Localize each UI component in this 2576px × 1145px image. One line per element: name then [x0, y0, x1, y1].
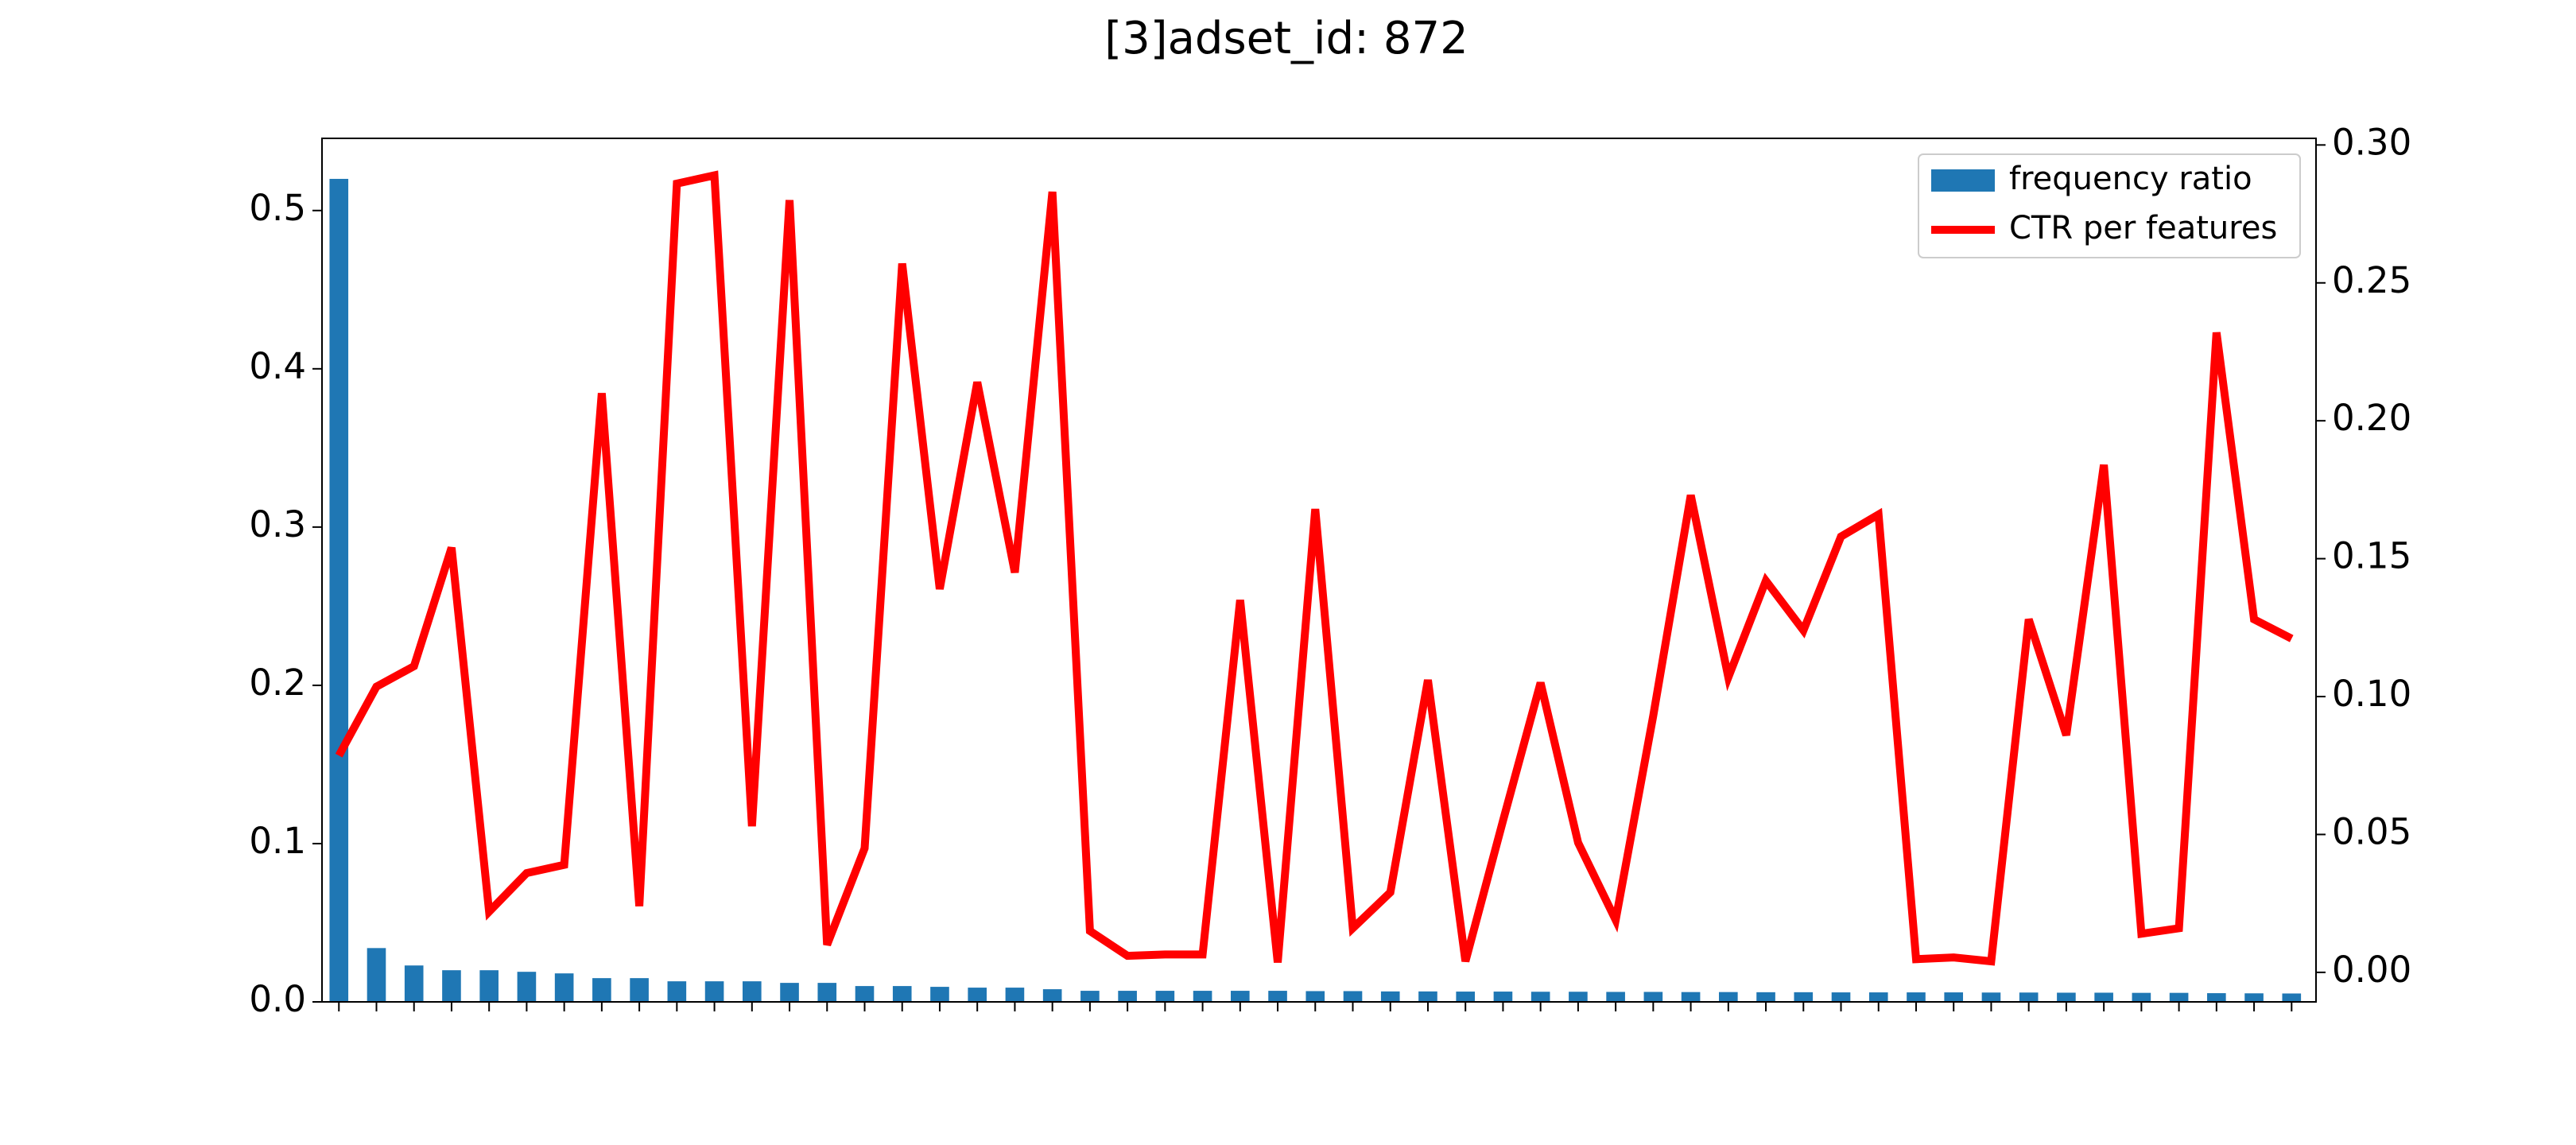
y2-tick-label: 0.10 — [2332, 673, 2411, 715]
bar — [517, 972, 537, 1002]
y2-tick-label: 0.15 — [2332, 535, 2411, 577]
bar — [1456, 992, 1476, 1002]
bar — [1080, 991, 1100, 1002]
bar — [1569, 992, 1588, 1002]
legend-label: frequency ratio — [2009, 161, 2252, 197]
bar — [1794, 992, 1814, 1002]
bar — [1907, 992, 1926, 1002]
bar — [1042, 989, 1062, 1002]
y-tick-label: 0.1 — [249, 820, 306, 862]
bar — [1530, 992, 1550, 1002]
y-tick-label: 0.4 — [249, 345, 306, 387]
bar — [2019, 992, 2039, 1002]
bar — [2057, 992, 2076, 1002]
bar — [1305, 991, 1325, 1002]
bar — [1118, 991, 1137, 1002]
bar — [479, 970, 499, 1002]
bar — [1831, 992, 1851, 1002]
bar — [780, 983, 799, 1002]
bar — [1681, 992, 1701, 1002]
legend-box — [1918, 153, 2301, 258]
bar — [2132, 992, 2151, 1002]
chart-title: [3]adset_id: 872 — [1104, 13, 1468, 64]
bar — [2282, 993, 2302, 1002]
bar — [2244, 993, 2264, 1002]
bar — [1418, 991, 1437, 1002]
bar — [1944, 992, 1964, 1002]
bar — [1719, 992, 1738, 1002]
y2-tick-label: 0.25 — [2332, 259, 2411, 301]
bar — [1155, 991, 1175, 1002]
y-tick-label: 0.0 — [249, 978, 306, 1020]
bar — [630, 978, 649, 1002]
plot-frame — [321, 138, 2317, 1003]
bar — [1268, 991, 1287, 1002]
bar — [1005, 988, 1025, 1002]
y2-tick-label: 0.05 — [2332, 810, 2411, 852]
bar — [817, 983, 837, 1002]
y-tick-label: 0.2 — [249, 662, 306, 704]
bar — [892, 986, 912, 1002]
bar — [742, 981, 762, 1002]
bar — [1343, 991, 1363, 1002]
bar — [704, 981, 724, 1002]
bar — [930, 987, 949, 1002]
legend-label: CTR per features — [2009, 210, 2277, 246]
bar — [1981, 992, 2001, 1002]
line — [335, 170, 2294, 966]
bar — [1493, 992, 1513, 1002]
bar — [442, 970, 461, 1002]
bar — [1643, 992, 1663, 1002]
bar — [592, 978, 611, 1002]
y2-tick-label: 0.00 — [2332, 949, 2411, 991]
y2-tick-label: 0.20 — [2332, 397, 2411, 439]
bar — [329, 178, 349, 1002]
bar — [968, 988, 987, 1002]
bar — [404, 965, 424, 1002]
bar — [1380, 991, 1400, 1002]
y-tick-label: 0.5 — [249, 187, 306, 229]
bar — [667, 981, 687, 1002]
bar — [2094, 992, 2113, 1002]
bar — [1193, 991, 1212, 1002]
bar — [554, 973, 574, 1002]
bar — [1231, 991, 1250, 1002]
bar — [2207, 993, 2226, 1002]
bar — [1606, 992, 1625, 1002]
bar — [1868, 992, 1888, 1002]
bar — [1756, 992, 1775, 1002]
y-tick-label: 0.3 — [249, 503, 306, 545]
y2-tick-label: 0.30 — [2332, 121, 2411, 163]
legend-swatch — [1931, 169, 1995, 192]
bar — [855, 986, 875, 1002]
bar — [367, 948, 386, 1002]
bar — [2169, 992, 2189, 1002]
